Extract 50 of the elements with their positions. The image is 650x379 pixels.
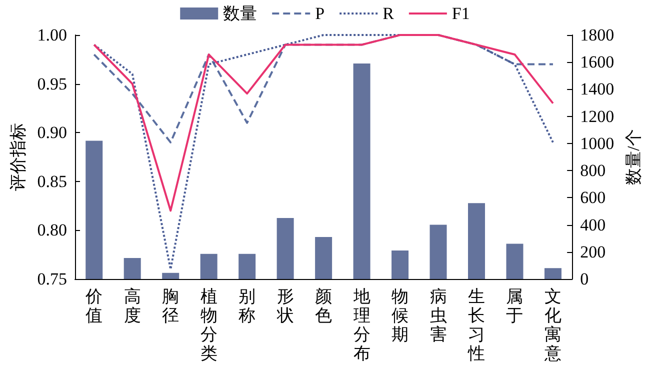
x-tick-label: 物候期 <box>392 287 409 344</box>
legend-label: 数量 <box>223 4 258 23</box>
x-tick-label: 生长习性 <box>467 287 486 363</box>
y2-tick-label: 1600 <box>580 52 614 72</box>
legend-label: P <box>315 4 325 23</box>
bar <box>468 203 486 279</box>
y-tick-label: 0.75 <box>37 270 67 288</box>
bar <box>238 254 256 279</box>
x-tick-label: 别称 <box>238 287 256 325</box>
y2-tick-label: 1800 <box>580 26 614 44</box>
legend-label: F1 <box>452 4 470 23</box>
bar <box>392 250 409 279</box>
legend-label: R <box>382 4 395 23</box>
bar <box>506 244 524 279</box>
bar <box>353 63 370 279</box>
line-series <box>93 34 554 270</box>
y-tick-label: 0.90 <box>37 123 67 142</box>
y-tick-label: 0.85 <box>37 172 67 191</box>
y2-tick-label: 600 <box>580 188 606 208</box>
bar <box>200 254 218 279</box>
x-tick-label: 病虫害 <box>430 287 447 344</box>
y2-tick-label: 400 <box>580 215 606 234</box>
x-tick-label: 形状 <box>276 287 294 325</box>
y-tick-label: 0.80 <box>37 220 67 240</box>
y-tick-label: 1.00 <box>37 26 67 44</box>
x-tick-label: 高度 <box>124 287 141 325</box>
bar <box>86 140 103 279</box>
y-axis-title: 评价指标 <box>8 123 28 191</box>
y2-tick-label: 1400 <box>580 80 614 99</box>
x-tick-label: 植物分类 <box>200 287 218 363</box>
x-tick-label: 价值 <box>84 287 103 325</box>
line-series <box>93 34 554 212</box>
x-tick-label: 胸径 <box>162 287 180 325</box>
y-tick-label: 0.95 <box>37 74 67 94</box>
bar <box>430 224 447 279</box>
y2-tick-label: 1000 <box>580 134 614 153</box>
bar <box>124 258 141 279</box>
y2-tick-label: 200 <box>580 242 606 262</box>
bar <box>162 272 180 279</box>
y2-tick-label: 1200 <box>580 106 614 126</box>
x-tick-label: 文化寓意 <box>543 287 562 363</box>
y2-axis-title: 数量/个 <box>624 129 643 185</box>
x-tick-label: 地理分布 <box>352 287 370 363</box>
y2-tick-label: 800 <box>580 161 606 180</box>
bar <box>315 236 332 279</box>
bar <box>544 268 562 279</box>
x-tick-label: 属于 <box>506 287 524 325</box>
bar <box>276 218 294 279</box>
y2-tick-label: 0 <box>580 270 589 288</box>
x-tick-label: 颜色 <box>315 287 332 325</box>
